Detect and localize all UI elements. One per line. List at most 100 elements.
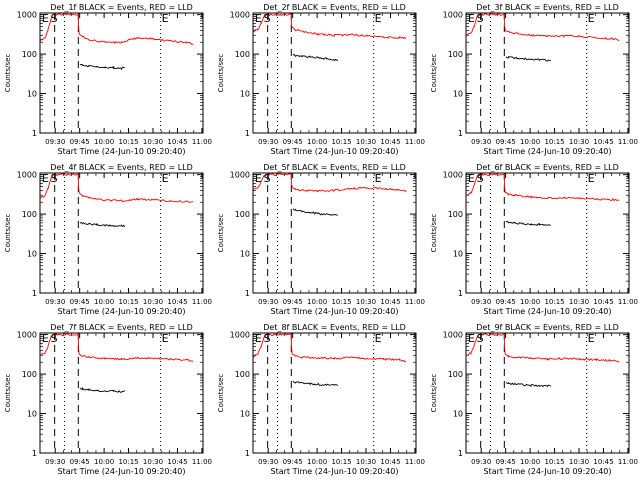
x-tick-label: 09:45 <box>70 138 90 146</box>
x-tick-label: 09:30 <box>258 298 278 306</box>
y-axis-label: Counts/sec <box>217 374 225 413</box>
lld-series-line <box>465 333 620 363</box>
x-tick-label: 11:00 <box>405 138 425 146</box>
lld-series-line <box>252 173 407 193</box>
x-tick-label: 10:45 <box>593 138 613 146</box>
x-tick-label: 09:45 <box>283 458 303 466</box>
x-tick-label: 10:45 <box>593 298 613 306</box>
x-tick-label: 10:45 <box>593 458 613 466</box>
y-tick-label: 100 <box>22 210 37 219</box>
y-axis-label: Counts/sec <box>217 54 225 93</box>
y-tick-label: 100 <box>22 370 37 379</box>
y-tick-label: 100 <box>448 210 463 219</box>
x-tick-label: 09:30 <box>471 298 491 306</box>
y-axis-label: Counts/sec <box>4 54 12 93</box>
x-tick-label: 09:30 <box>45 458 65 466</box>
events-series-line <box>292 53 339 62</box>
x-tick-label: 09:30 <box>471 458 491 466</box>
x-tick-label: 11:00 <box>618 298 638 306</box>
lld-series-line <box>465 172 620 202</box>
x-tick-label: 10:00 <box>307 458 327 466</box>
y-tick-label: 1000 <box>443 171 463 180</box>
x-tick-label: 10:00 <box>94 298 114 306</box>
events-series-line <box>505 56 551 62</box>
y-tick-label: 1000 <box>17 331 37 340</box>
lld-series-line <box>252 13 407 40</box>
x-tick-label: 10:00 <box>307 138 327 146</box>
events-series-line <box>505 220 551 227</box>
y-tick-label: 1000 <box>230 11 250 20</box>
marker-label-s: S <box>477 12 484 25</box>
marker-label-s: S <box>264 332 271 345</box>
x-axis-label: Start Time (24-Jun-10 09:20:40) <box>58 147 186 156</box>
lld-series-line <box>465 13 620 42</box>
y-tick-label: 1 <box>32 289 37 298</box>
y-tick-label: 10 <box>240 250 250 259</box>
plot-frame <box>252 172 417 294</box>
x-tick-label: 10:15 <box>544 298 564 306</box>
marker-label-s: S <box>477 172 484 185</box>
plot-frame <box>39 172 204 294</box>
y-tick-label: 1 <box>458 129 463 138</box>
x-tick-label: 09:45 <box>70 458 90 466</box>
x-tick-label: 10:30 <box>356 298 376 306</box>
marker-label-e: E <box>42 12 49 25</box>
plot-frame <box>39 332 204 454</box>
y-tick-label: 1 <box>245 129 250 138</box>
x-tick-label: 10:30 <box>143 458 163 466</box>
x-tick-label: 11:00 <box>192 138 212 146</box>
x-tick-label: 10:30 <box>569 298 589 306</box>
marker-label-e: E <box>588 172 595 185</box>
panel-title: Det_1f BLACK = Events, RED = LLD <box>50 3 193 12</box>
plot-frame <box>252 12 417 134</box>
marker-label-e: E <box>42 172 49 185</box>
x-tick-label: 10:45 <box>167 138 187 146</box>
marker-label-e: E <box>375 172 382 185</box>
x-tick-label: 10:45 <box>167 298 187 306</box>
marker-label-e: E <box>468 172 475 185</box>
x-tick-label: 10:30 <box>143 138 163 146</box>
y-axis-label: Counts/sec <box>4 374 12 413</box>
panel-det-6: Det_6f BLACK = Events, RED = LLD Counts/s… <box>430 163 638 316</box>
marker-label-e: E <box>588 332 595 345</box>
x-tick-label: 09:45 <box>496 298 516 306</box>
panel-title: Det_4f BLACK = Events, RED = LLD <box>50 163 193 172</box>
x-tick-label: 10:15 <box>331 298 351 306</box>
x-tick-label: 10:45 <box>380 458 400 466</box>
x-tick-label: 09:30 <box>471 138 491 146</box>
events-series-line <box>79 386 126 393</box>
x-tick-label: 10:15 <box>331 458 351 466</box>
y-tick-label: 1 <box>245 449 250 458</box>
y-tick-label: 10 <box>453 250 463 259</box>
x-tick-label: 10:00 <box>520 458 540 466</box>
x-tick-label: 09:30 <box>258 138 278 146</box>
x-tick-label: 09:45 <box>283 298 303 306</box>
marker-label-e: E <box>255 12 262 25</box>
marker-label-s: S <box>51 172 58 185</box>
events-series-line <box>292 208 338 216</box>
x-tick-label: 10:45 <box>380 138 400 146</box>
x-tick-label: 09:45 <box>496 458 516 466</box>
x-tick-label: 09:45 <box>70 298 90 306</box>
y-tick-label: 10 <box>27 250 37 259</box>
lld-series-line <box>39 333 194 362</box>
x-axis-label: Start Time (24-Jun-10 09:20:40) <box>271 467 399 476</box>
events-series-line <box>505 382 552 388</box>
x-tick-label: 11:00 <box>192 458 212 466</box>
marker-label-s: S <box>51 12 58 25</box>
panel-title: Det_5f BLACK = Events, RED = LLD <box>263 163 406 172</box>
marker-label-e: E <box>468 332 475 345</box>
x-tick-label: 11:00 <box>618 138 638 146</box>
x-axis-label: Start Time (24-Jun-10 09:20:40) <box>271 147 399 156</box>
plot-frame <box>465 332 630 454</box>
y-tick-label: 1000 <box>17 171 37 180</box>
plot-frame <box>465 172 630 294</box>
marker-label-s: S <box>264 12 271 25</box>
y-tick-label: 100 <box>235 370 250 379</box>
y-tick-label: 100 <box>22 50 37 59</box>
y-tick-label: 1 <box>245 289 250 298</box>
y-tick-label: 10 <box>453 410 463 419</box>
panel-title: Det_9f BLACK = Events, RED = LLD <box>476 323 619 332</box>
x-tick-label: 09:45 <box>283 138 303 146</box>
x-tick-label: 10:00 <box>307 298 327 306</box>
